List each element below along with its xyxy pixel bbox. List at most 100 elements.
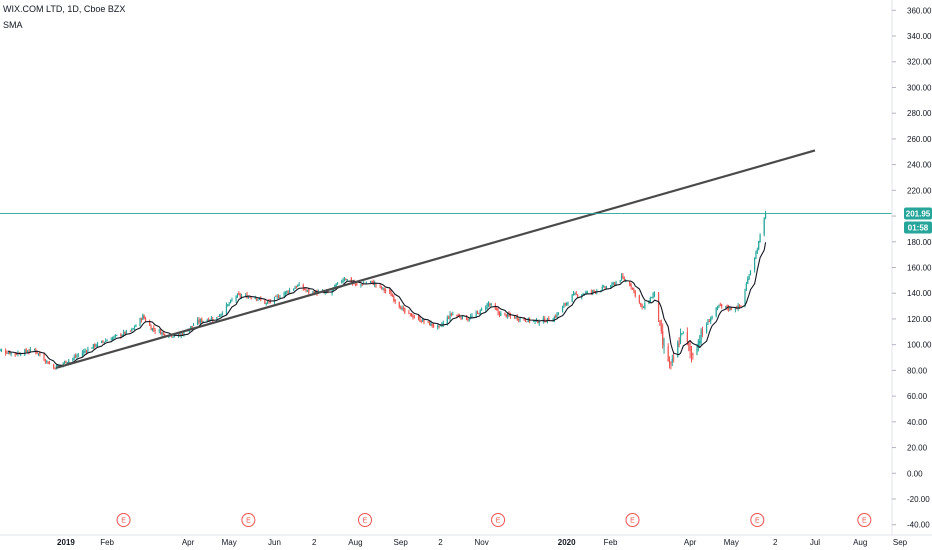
- candle-body: [124, 331, 126, 334]
- candle-body: [619, 280, 621, 282]
- candle-body: [516, 316, 518, 320]
- candle-body: [726, 305, 728, 309]
- candle-body: [614, 283, 616, 285]
- time-axis-label: Apr: [684, 538, 697, 547]
- price-axis-label: 260.00: [907, 135, 932, 144]
- time-axis[interactable]: 2019 Feb Apr May Jun 2 Aug Sep 2 Nov 2020 Feb Apr May…: [57, 538, 908, 547]
- candle-body: [131, 329, 133, 331]
- candle-body: [247, 296, 250, 299]
- candle-body: [312, 291, 314, 293]
- candle-body: [524, 319, 527, 321]
- candle-body: [548, 318, 550, 321]
- candle-body: [302, 285, 304, 290]
- candle-body: [465, 315, 468, 321]
- earnings-marker-label: E: [121, 518, 126, 525]
- candle-body: [486, 304, 488, 309]
- candle-body: [151, 328, 153, 331]
- candle-body: [28, 351, 30, 353]
- candle-body: [431, 323, 433, 326]
- price-axis-label: 180.00: [907, 238, 932, 247]
- candle-body: [199, 319, 201, 323]
- candle-body: [183, 331, 185, 335]
- time-axis-label: 2019: [57, 538, 75, 547]
- candle-body: [715, 308, 717, 317]
- candle-body: [651, 297, 653, 299]
- candle-body: [668, 360, 671, 362]
- time-axis-label: 2: [312, 538, 317, 547]
- candle-body: [764, 213, 767, 218]
- candle-body: [478, 313, 480, 315]
- candle-body: [346, 279, 348, 281]
- candle-body: [557, 312, 560, 314]
- candle-body: [738, 304, 741, 307]
- candle-body: [206, 320, 208, 322]
- price-axis-label: 340.00: [907, 32, 932, 41]
- candle-body: [384, 289, 387, 291]
- candle-body: [249, 297, 251, 298]
- candle-body: [504, 312, 506, 314]
- candle-body: [419, 317, 421, 322]
- earnings-marker: [750, 513, 765, 527]
- candle-body: [688, 343, 690, 346]
- candle-body: [179, 334, 181, 336]
- candle-body: [91, 347, 93, 349]
- candle-body: [173, 335, 175, 337]
- candle-body: [609, 286, 612, 288]
- candle-body: [670, 362, 672, 364]
- candle-body: [545, 321, 547, 323]
- candle-body: [129, 330, 132, 332]
- candle-body: [225, 304, 228, 314]
- candle-body: [250, 297, 252, 299]
- candle-body: [749, 270, 752, 276]
- candle-body: [256, 298, 258, 300]
- price-axis[interactable]: 360.00 340.00 320.00 300.00 280.00 260.00 240.…: [0, 0, 932, 536]
- time-axis-label: Feb: [100, 538, 114, 547]
- candle-body: [519, 318, 521, 321]
- candle-body: [603, 286, 605, 287]
- candle-body: [297, 284, 299, 287]
- candle-body: [450, 313, 453, 315]
- candle-body: [515, 316, 517, 319]
- earnings-marker: [116, 513, 131, 527]
- candle-body: [393, 296, 395, 301]
- candle-body: [122, 331, 125, 335]
- candle-body: [400, 307, 402, 310]
- candle-body: [485, 307, 487, 310]
- candle-body: [409, 313, 411, 315]
- candle-body: [383, 288, 385, 291]
- candle-body: [459, 316, 461, 318]
- candle-body: [15, 353, 18, 355]
- candle-body: [432, 325, 435, 327]
- time-axis-label: Sep: [394, 538, 409, 547]
- candle-body: [39, 352, 41, 356]
- candle-body: [374, 283, 376, 285]
- candle-body: [468, 319, 470, 321]
- candle-body: [745, 284, 747, 290]
- price-axis-label: 360.00: [907, 6, 932, 15]
- candle-body: [228, 303, 230, 305]
- candle-body: [336, 282, 339, 284]
- plot-area[interactable]: [0, 210, 767, 370]
- time-axis-label: 2: [438, 538, 443, 547]
- last-price-tag-label: 201.95: [906, 210, 931, 219]
- candle-body: [5, 350, 7, 354]
- candle-body: [705, 324, 708, 333]
- symbol-title[interactable]: WIX.COM LTD, 1D, Cboe BZX: [3, 4, 126, 14]
- candle-body: [277, 296, 280, 298]
- candle-body: [212, 319, 214, 320]
- candle-body: [438, 325, 440, 327]
- candle-body: [649, 297, 651, 302]
- candle-body: [101, 340, 103, 343]
- candle-body: [217, 316, 219, 317]
- candle-body: [245, 295, 247, 296]
- price-axis-label: 40.00: [907, 418, 928, 427]
- candle-body: [679, 334, 682, 344]
- candle-body: [390, 291, 392, 297]
- candle-body: [509, 314, 512, 317]
- candle-body: [103, 341, 105, 343]
- candle-body: [6, 353, 8, 354]
- trendline-layer[interactable]: [56, 149, 816, 369]
- candle-body: [401, 307, 403, 310]
- indicator-label[interactable]: SMA: [3, 20, 23, 30]
